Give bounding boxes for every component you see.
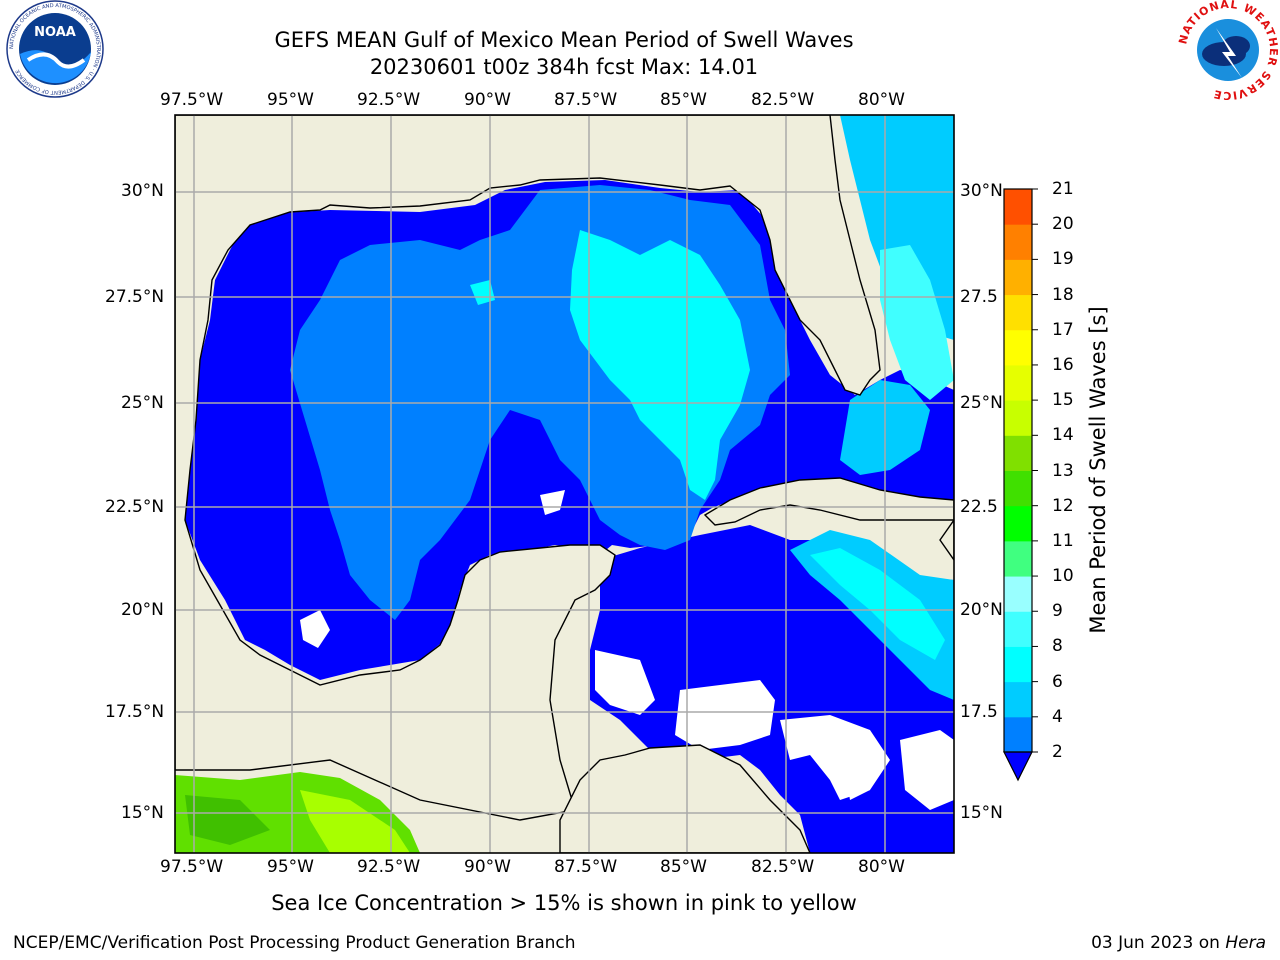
lon-label-bottom-80w: 80°W: [858, 857, 905, 877]
lat-label-right-15n: 15°N: [960, 803, 1003, 823]
no-data-gaps: [300, 490, 954, 810]
lon-label-bottom-95w: 95°W: [267, 857, 314, 877]
lon-label-top-90w: 90°W: [464, 90, 511, 110]
noaa-logo: NATIONAL OCEANIC AND ATMOSPHERIC ADMINIS…: [6, 0, 104, 98]
lon-label-bottom-82.5w: 82.5°W: [751, 857, 815, 877]
colorbar-tick-label: 9: [1052, 601, 1063, 622]
lat-label-left-30n: 30°N: [121, 181, 164, 201]
colorbar-tick-label: 10: [1052, 566, 1074, 587]
lat-label-right-27.5: 27.5: [960, 287, 998, 307]
lat-label-left-17.5n: 17.5°N: [105, 702, 165, 722]
colorbar-tick-label: 4: [1052, 706, 1063, 727]
lat-label-left-22.5n: 22.5°N: [105, 497, 165, 517]
map-frame: [174, 114, 955, 854]
lat-label-left-27.5n: 27.5°N: [105, 287, 165, 307]
colorbar-segment: [1004, 646, 1032, 683]
lon-label-bottom-90w: 90°W: [464, 857, 511, 877]
colorbar-segment: [1004, 435, 1032, 471]
lon-label-top-85w: 85°W: [660, 90, 707, 110]
colorbar-segment: [1004, 364, 1032, 401]
lon-label-bottom-97.5w: 97.5°W: [160, 857, 224, 877]
colorbar-segment: [1004, 189, 1032, 225]
colorbar-tick-label: 13: [1052, 460, 1074, 481]
colorbar-tick-label: 16: [1052, 354, 1074, 375]
colorbar-tick-label: 2: [1052, 742, 1063, 762]
footer-host: Hera: [1225, 933, 1266, 953]
lat-label-left-15n: 15°N: [121, 803, 164, 823]
map-title-line2: 20230601 t00z 384h fcst Max: 14.01: [369, 55, 759, 79]
lon-label-top-87.5w: 87.5°W: [554, 90, 618, 110]
colorbar-segment: [1004, 505, 1032, 542]
colorbar-tick-label: 20: [1052, 214, 1074, 235]
colorbar-extend-triangle: [1003, 751, 1033, 782]
colorbar-segment: [1004, 259, 1032, 296]
lat-label-right-30n: 30°N: [960, 181, 1003, 201]
noaa-wordmark: NOAA: [34, 25, 76, 40]
colorbar-tick-label: 14: [1052, 425, 1074, 446]
lon-label-bottom-85w: 85°W: [660, 857, 707, 877]
lat-label-left-20n: 20°N: [121, 600, 164, 620]
nws-logo: NATIONAL WEATHER SERVICE: [1176, 0, 1279, 100]
lat-lon-grid: [175, 115, 954, 853]
colorbar-segment: [1004, 611, 1032, 647]
colorbar-segment: [1004, 400, 1032, 436]
colorbar-tick-label: 18: [1052, 284, 1074, 305]
sea-ice-note: Sea Ice Concentration > 15% is shown in …: [271, 891, 857, 915]
lon-label-top-82.5w: 82.5°W: [751, 90, 815, 110]
colorbar-segment: [1004, 540, 1032, 577]
lon-label-bottom-87.5w: 87.5°W: [554, 857, 618, 877]
lat-label-right-22.5: 22.5: [960, 497, 998, 517]
colorbar-segment: [1004, 681, 1032, 718]
footer-right: 03 Jun 2023 on Hera: [1091, 933, 1266, 953]
land-outlines: [175, 115, 954, 853]
lon-label-top-80w: 80°W: [858, 90, 905, 110]
footer-date: 03 Jun 2023 on: [1091, 933, 1226, 953]
colorbar-tick-label: 19: [1052, 249, 1074, 270]
lon-label-top-95w: 95°W: [267, 90, 314, 110]
colorbar-tick-label: 17: [1052, 319, 1074, 340]
colorbar-segment: [1004, 224, 1032, 260]
colorbar-tick-label: 12: [1052, 495, 1074, 516]
colorbar-tick-label: 6: [1052, 671, 1063, 692]
lat-label-left-25n: 25°N: [121, 393, 164, 413]
lat-label-right-25n: 25°N: [960, 393, 1003, 413]
lon-label-bottom-92.5w: 92.5°W: [357, 857, 421, 877]
footer-left: NCEP/EMC/Verification Post Processing Pr…: [13, 933, 576, 953]
colorbar-tick-label: 21: [1052, 179, 1074, 199]
lon-label-top-92.5w: 92.5°W: [357, 90, 421, 110]
colorbar-segment: [1004, 576, 1032, 612]
lon-label-top-97.5w: 97.5°W: [160, 90, 224, 110]
colorbar-tick-label: 8: [1052, 636, 1063, 657]
lat-label-right-17.5: 17.5: [960, 702, 998, 722]
colorbar-tick-label: 15: [1052, 390, 1074, 411]
colorbar-segment: [1004, 294, 1032, 331]
colorbar-tick-label: 11: [1052, 530, 1074, 551]
lat-label-right-20n: 20°N: [960, 600, 1003, 620]
colorbar-label-text: Mean Period of Swell Waves [s]: [1086, 306, 1110, 634]
map-title-line1: GEFS MEAN Gulf of Mexico Mean Period of …: [274, 28, 854, 52]
colorbar-segment: [1004, 329, 1032, 366]
colorbar: [1003, 188, 1038, 782]
colorbar-segment: [1004, 470, 1032, 507]
colorbar-segment: [1004, 716, 1032, 753]
